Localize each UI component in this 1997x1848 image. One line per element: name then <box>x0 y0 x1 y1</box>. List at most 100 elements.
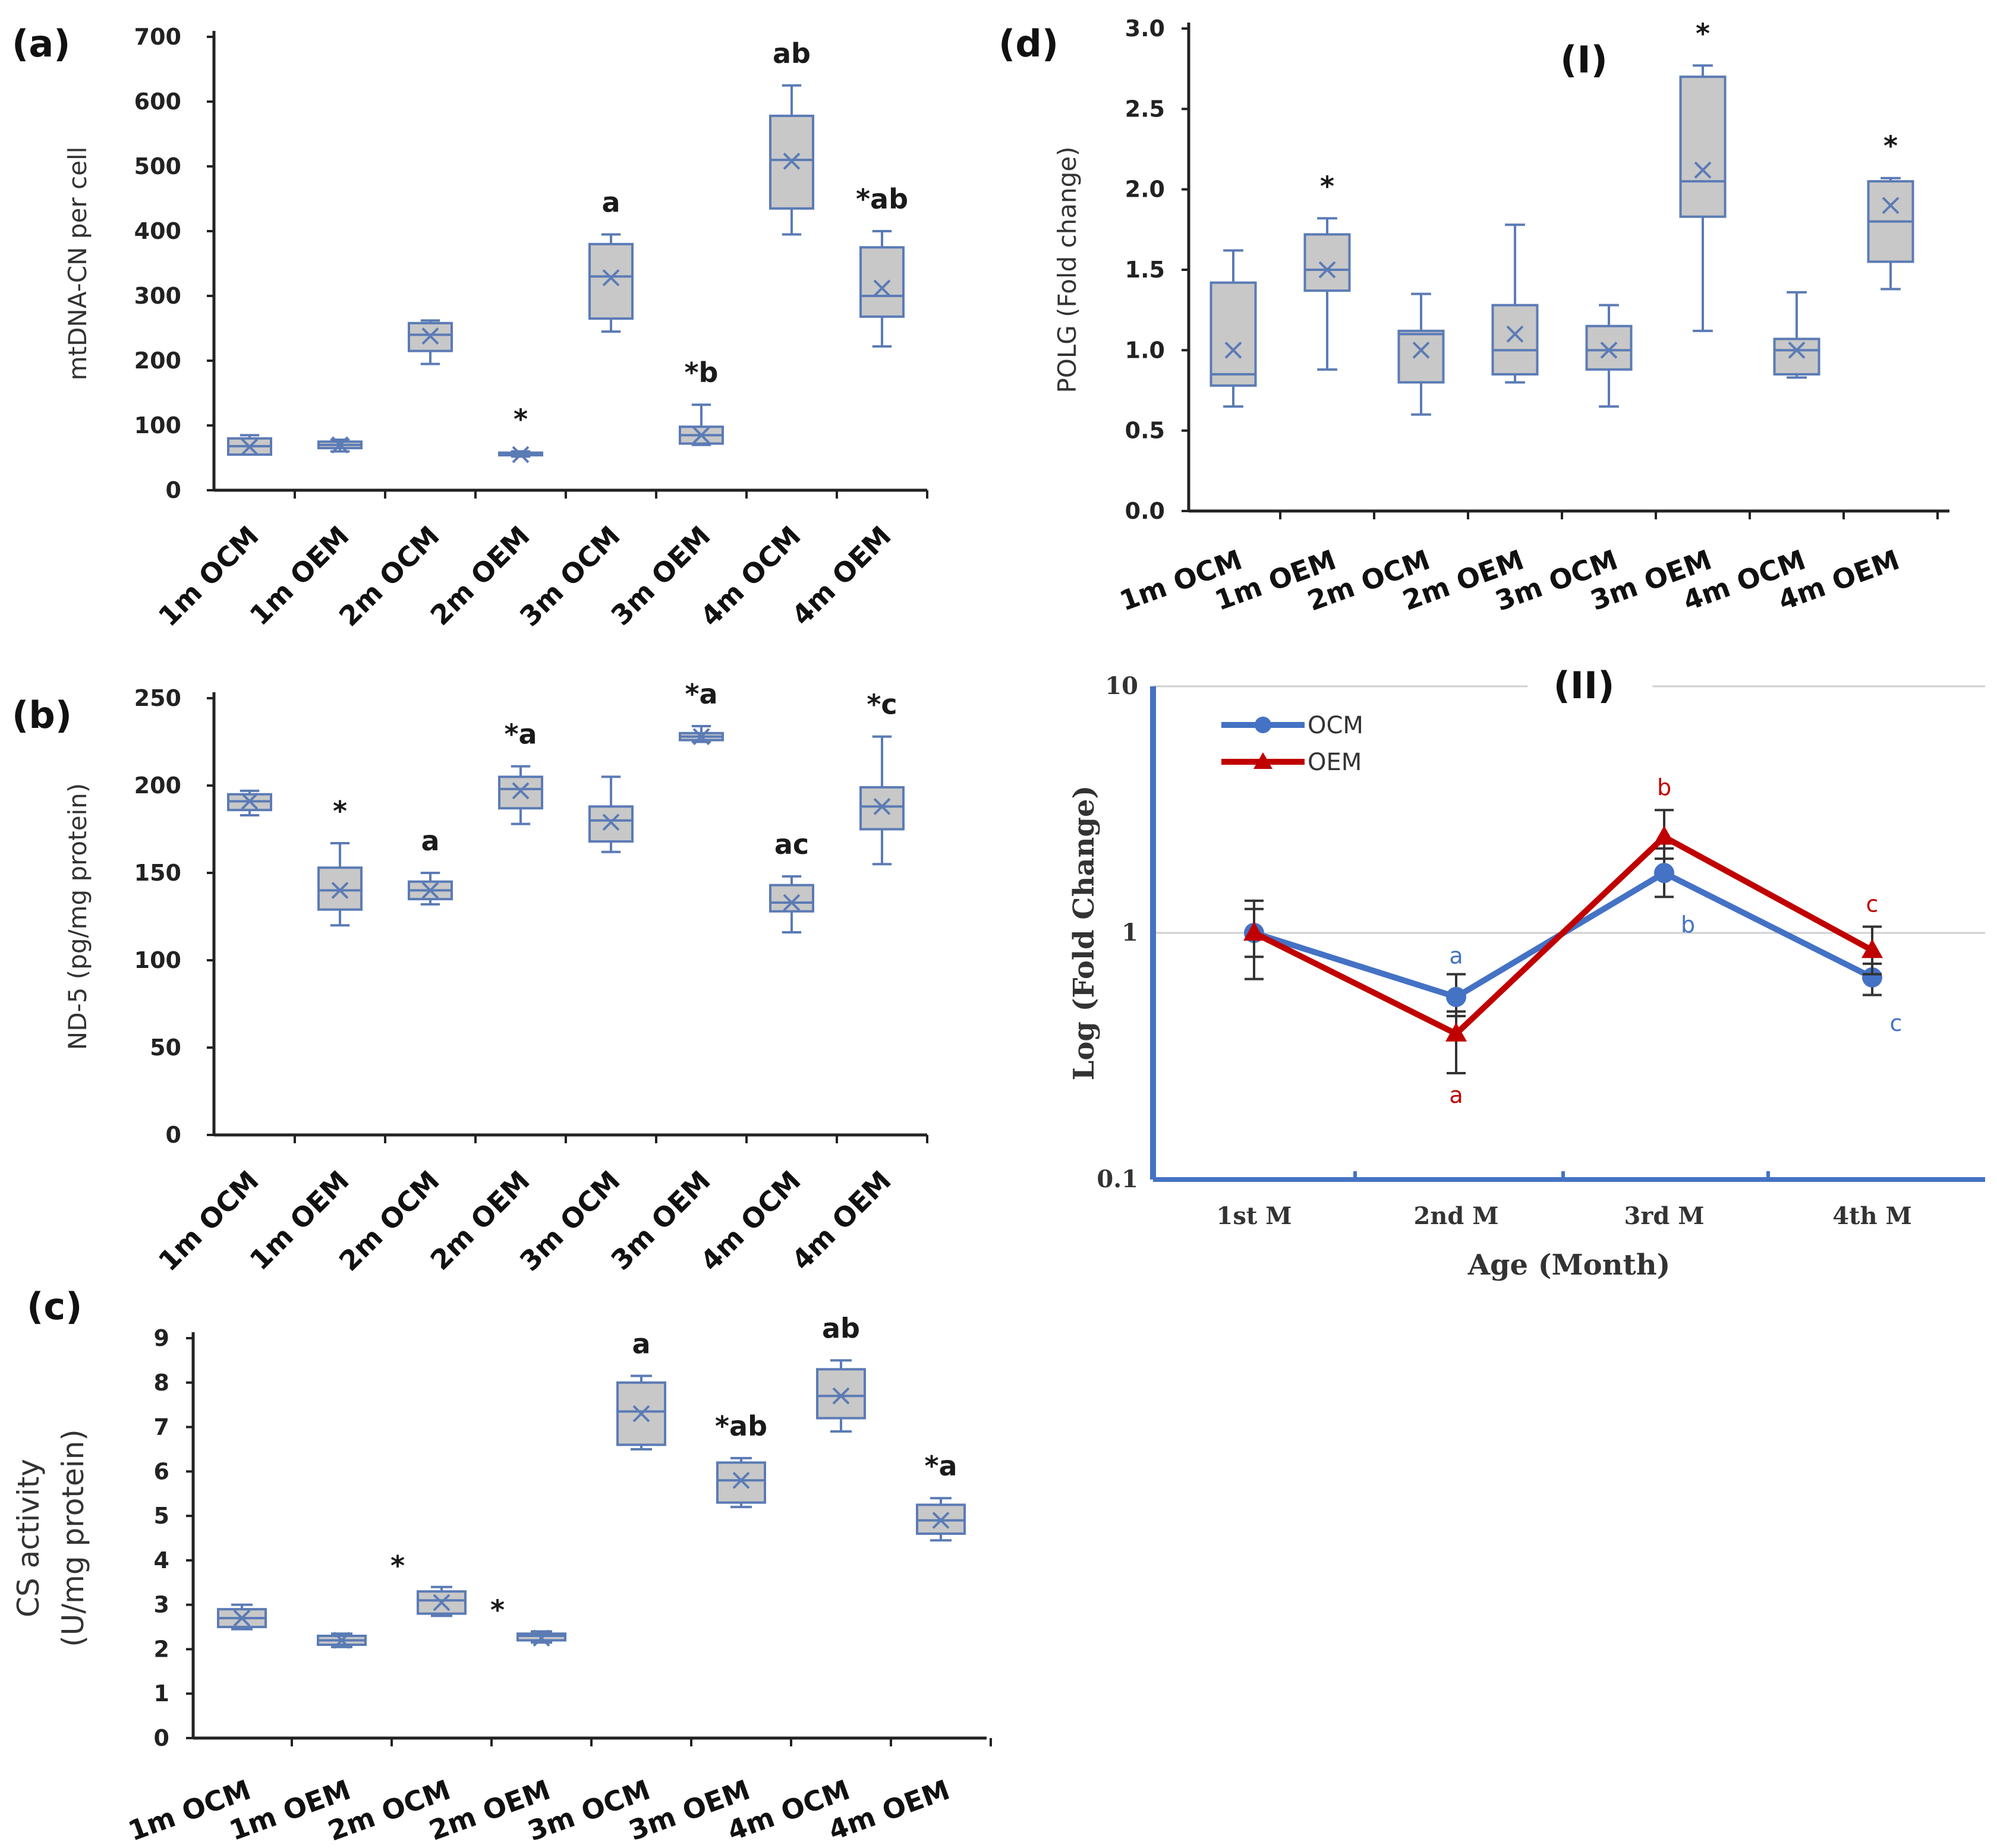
box-3m-ocm: a3m OCM <box>514 186 634 633</box>
significance-label: a <box>632 1328 650 1360</box>
panel-label: (d) <box>998 22 1059 65</box>
category-label: 4m OEM <box>786 1165 897 1276</box>
box-iqr <box>859 786 905 831</box>
mean-marker <box>832 1387 850 1405</box>
y-tick-label: 2.5 <box>1125 96 1165 122</box>
mean-marker <box>233 1609 251 1627</box>
box-iqr <box>1397 329 1445 384</box>
y-tick-label: 4 <box>154 1547 169 1573</box>
panel-label: (c) <box>27 1285 82 1328</box>
box-iqr <box>1303 233 1351 292</box>
legend-marker <box>1253 752 1272 769</box>
x-tick-label: 1st M <box>1216 1202 1292 1230</box>
category-label: 1m OCM <box>152 1165 265 1278</box>
box-3m-ocm: a3m OCM <box>524 1328 666 1847</box>
mean-marker <box>331 436 349 454</box>
y-axis-label: mtDNA-CN per cell <box>63 147 92 381</box>
panel-a: (a) 0 100 200 300 400 500 600 700 mtDNA-CN per ce… <box>12 22 928 633</box>
y-tick-label: 0.0 <box>1125 498 1165 524</box>
category-label: 1m OCM <box>152 520 265 633</box>
mean-marker <box>783 152 801 170</box>
box-2m-oem: *2m OEM <box>424 403 543 632</box>
data-point <box>1653 825 1675 845</box>
y-tick-label: 0.5 <box>1125 418 1165 444</box>
y-tick-label: 1 <box>1122 919 1138 947</box>
significance-label: *a <box>685 678 717 710</box>
box-4m-oem: *ab 4m OEM <box>786 183 909 632</box>
box-2m-ocm: 2m OCM <box>333 319 453 633</box>
y-tick-label: 8 <box>154 1370 169 1396</box>
y-tick-label: 0 <box>154 1725 169 1751</box>
mean-marker <box>1694 161 1712 179</box>
panel-subtitle: (I) <box>1560 38 1608 81</box>
box-iqr <box>1209 281 1257 387</box>
y-tick-label: 1.0 <box>1125 337 1165 363</box>
y-axis-label: POLG (Fold change) <box>1053 146 1082 393</box>
box-iqr <box>716 1461 766 1504</box>
mean-marker <box>1788 341 1806 359</box>
mean-marker <box>692 426 710 444</box>
y-tick-label: 7 <box>154 1414 169 1440</box>
y-axis-label: ND-5 (pg/mg protein) <box>63 783 92 1050</box>
box-iqr <box>588 242 634 320</box>
significance-label: ab <box>822 1312 860 1344</box>
mean-marker <box>932 1512 950 1530</box>
y-tick-label: 10 <box>1105 672 1138 700</box>
mean-marker <box>602 269 620 286</box>
y-axis-label: Log (Fold Change) <box>1067 786 1101 1081</box>
box-iqr <box>588 805 634 843</box>
legend-marker <box>1255 717 1271 733</box>
significance-label: a <box>601 186 620 218</box>
category-label: 2m OCM <box>333 1165 446 1278</box>
box-iqr <box>498 775 543 810</box>
significance-label: * <box>1696 17 1710 49</box>
significance-label: ac <box>774 828 809 860</box>
data-point <box>1862 967 1882 988</box>
x-axis-label: Age (Month) <box>1467 1248 1671 1282</box>
significance-label: a <box>421 825 439 857</box>
y-tick-label: 9 <box>154 1325 169 1351</box>
mean-marker <box>533 1629 550 1647</box>
data-point <box>1243 922 1265 941</box>
series-line <box>1252 834 1874 1037</box>
x-tick-label: 3rd M <box>1624 1202 1704 1230</box>
mean-marker <box>241 793 259 810</box>
legend-item-oem: OEM <box>1221 749 1362 776</box>
mean-marker <box>1600 341 1618 359</box>
y-tick-label: 700 <box>134 24 181 50</box>
mean-marker <box>331 881 349 899</box>
box-iqr <box>1773 338 1820 376</box>
box-2m-oem: *2m OEM <box>425 1594 566 1847</box>
mean-marker <box>333 1632 351 1649</box>
panel-subtitle: (II) <box>1554 664 1615 707</box>
mean-marker <box>873 279 891 297</box>
mean-marker <box>433 1594 451 1612</box>
mean-marker <box>873 797 891 815</box>
y-tick-label: 200 <box>134 772 181 799</box>
box-iqr <box>1679 75 1727 218</box>
y-tick-label: 2 <box>154 1636 169 1662</box>
y-tick-label: 300 <box>134 283 181 309</box>
y-tick-label: 0 <box>166 1122 181 1148</box>
category-label: 4m OCM <box>694 520 807 633</box>
box-iqr <box>1585 324 1633 371</box>
box-3m-oem: *b3m OEM <box>604 357 724 632</box>
y-tick-label: 250 <box>134 685 181 711</box>
mean-marker <box>1318 261 1336 279</box>
y-tick-label: 200 <box>134 348 181 374</box>
x-tick-label: 2nd M <box>1413 1202 1498 1230</box>
y-tick-label: 6 <box>154 1458 169 1484</box>
panel-label: (a) <box>12 22 71 65</box>
point-label: a <box>1449 943 1463 969</box>
point-label: c <box>1866 891 1879 917</box>
y-tick-label: 150 <box>134 860 181 886</box>
point-label: c <box>1890 1010 1902 1036</box>
box-iqr <box>859 246 905 318</box>
significance-label: *b <box>685 357 719 389</box>
y-tick-label: 2.0 <box>1125 176 1165 203</box>
panel-d: (d) (I) 0.0 0.5 1.0 1.5 2.0 2.5 3.0 POLG (Fold ch… <box>998 15 1949 617</box>
mean-marker <box>1412 341 1430 359</box>
box-3m-oem: *3m OEM <box>1586 17 1727 617</box>
